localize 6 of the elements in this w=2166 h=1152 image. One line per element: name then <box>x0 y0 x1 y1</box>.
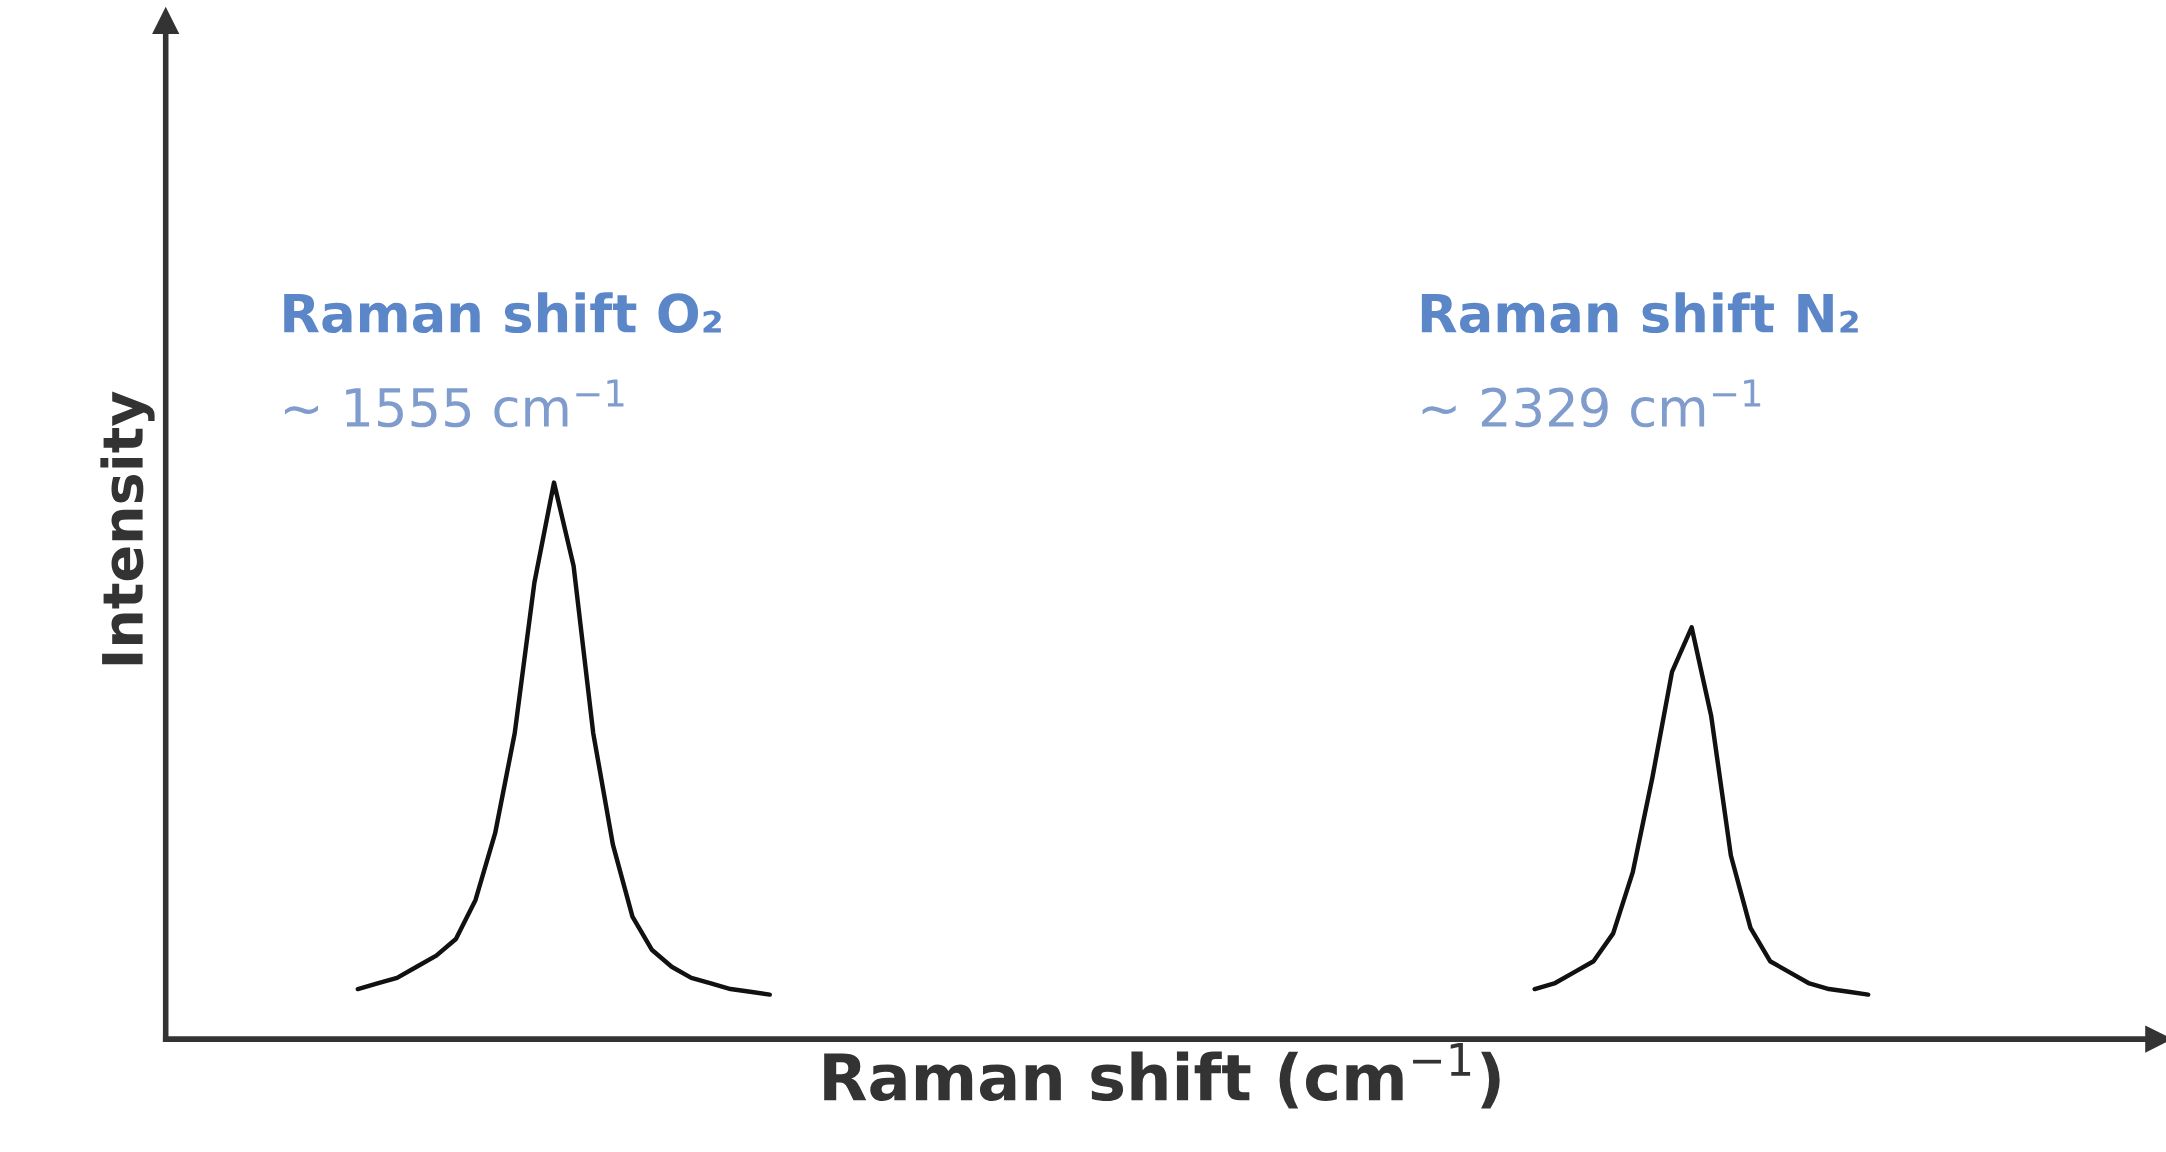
text: Raman shift N₂ <box>1421 292 1858 334</box>
text: ~ 2329 cm$^{−1}$ <box>1422 379 1761 428</box>
text: Raman shift O₂ <box>284 292 721 334</box>
y-axis-title: Intensity <box>100 391 155 665</box>
x-axis-title: Raman shift (cm$^{−1}$) <box>824 1043 1500 1109</box>
text: ~ 1555 cm$^{−1}$ <box>284 379 624 428</box>
